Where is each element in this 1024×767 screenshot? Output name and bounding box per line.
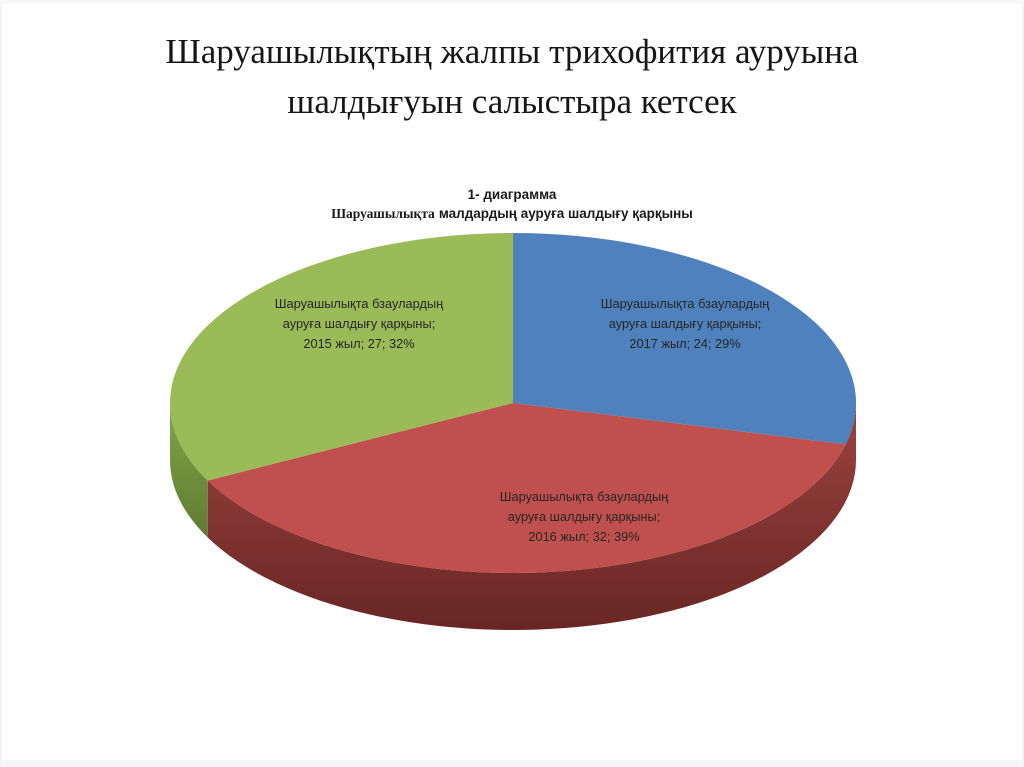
pie-slice-2017	[513, 233, 857, 445]
slice-label-2016: Шаруашылықта бзаулардың ауруға шалдығу қ…	[500, 487, 668, 547]
slice-label-line: ауруға шалдығу қарқыны;	[282, 316, 436, 331]
slice-label-2017: Шаруашылықта бзаулардың ауруға шалдығу қ…	[601, 294, 769, 354]
chart-subtitle: Шаруашылықта малдардың ауруға шалдығу қар…	[2, 204, 1022, 223]
pie-slice-2016	[207, 403, 846, 574]
slide-title-line1: Шаруашылықтың жалпы трихофития ауруына	[165, 32, 859, 71]
chart-title: 1- диаграмма	[467, 187, 557, 202]
chart-title-block: 1- диаграмма Шаруашылықта малдардың ауруғ…	[2, 185, 1022, 223]
pie-3d-chart	[169, 233, 857, 631]
pie-wall-2016	[207, 403, 856, 631]
chart-subtitle-word: Шаруашылықта	[331, 206, 435, 221]
slice-label-2015: Шаруашылықта бзаулардың ауруға шалдығу қ…	[275, 294, 443, 354]
slice-label-line: ауруға шалдығу қарқыны;	[608, 316, 762, 331]
slice-label-line: 2017 жыл; 24; 29%	[629, 336, 741, 351]
slide-title-line2: шалдығуын салыстыра кетсек	[287, 82, 737, 121]
slice-label-line: Шаруашылықта бзаулардың	[600, 296, 770, 311]
slide-title: Шаруашылықтың жалпы трихофития ауруына ш…	[2, 27, 1022, 127]
pie-wall-2015	[170, 403, 208, 538]
slice-label-line: 2015 жыл; 27; 32%	[303, 336, 415, 351]
slice-label-line: ауруға шалдығу қарқыны;	[507, 509, 661, 524]
slice-label-line: 2016 жыл; 32; 39%	[528, 529, 640, 544]
chart-subtitle-rest: малдардың ауруға шалдығу қарқыны	[438, 206, 693, 221]
slice-label-line: Шаруашылықта бзаулардың	[499, 489, 669, 504]
slice-label-line: Шаруашылықта бзаулардың	[274, 296, 444, 311]
pie-slice-2015	[169, 233, 514, 481]
